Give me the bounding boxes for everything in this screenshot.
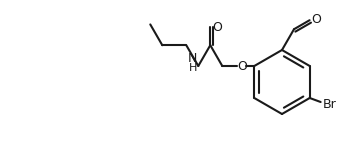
Text: O: O xyxy=(312,13,321,26)
Text: O: O xyxy=(237,59,247,73)
Text: N: N xyxy=(188,52,197,65)
Text: O: O xyxy=(212,21,222,34)
Text: Br: Br xyxy=(323,97,336,111)
Text: H: H xyxy=(189,63,197,73)
